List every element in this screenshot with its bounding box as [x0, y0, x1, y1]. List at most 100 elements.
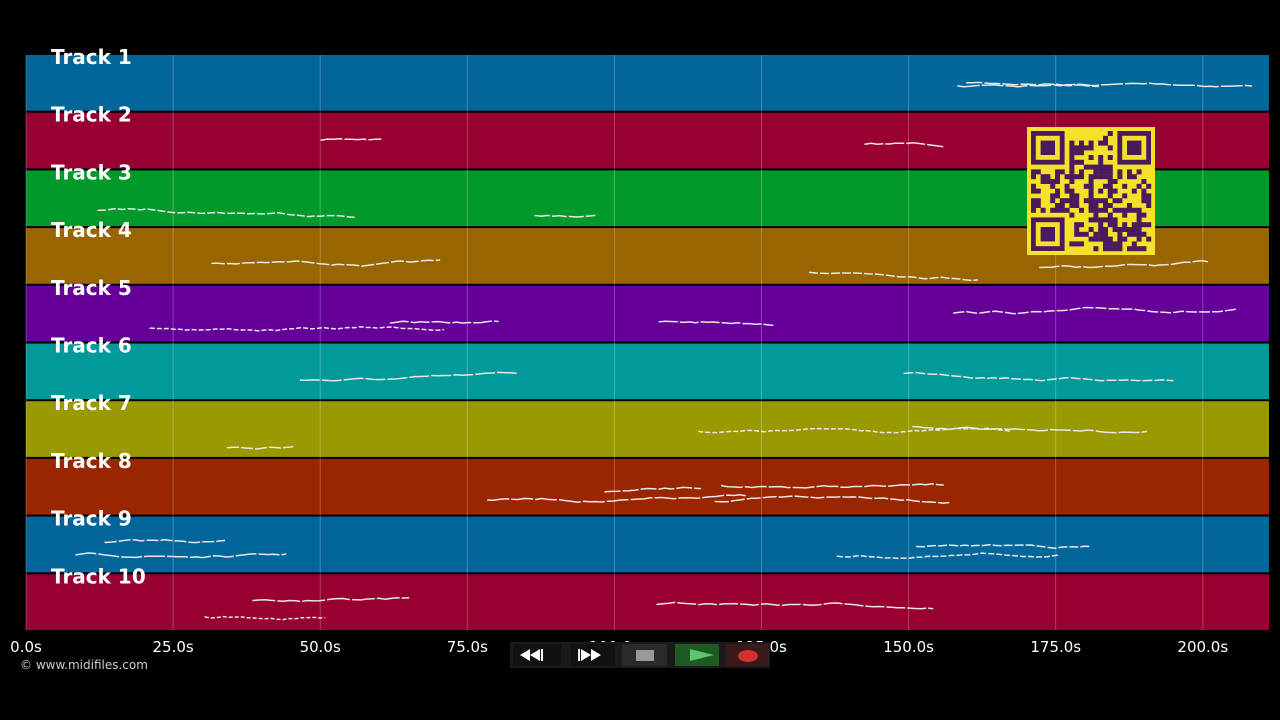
qr-module	[1088, 183, 1094, 189]
note-run	[953, 306, 1236, 315]
qr-module	[1079, 145, 1084, 151]
qr-module	[1074, 222, 1080, 228]
stop-button[interactable]	[622, 644, 667, 666]
qr-module	[1069, 198, 1075, 204]
rewind-button[interactable]	[513, 644, 561, 666]
qr-module	[1069, 241, 1075, 247]
qr-module	[1069, 159, 1075, 165]
note-run	[75, 552, 287, 559]
qr-module	[1107, 193, 1113, 199]
qr-module	[1103, 203, 1108, 208]
qr-module	[1107, 241, 1113, 247]
qr-module	[1103, 217, 1108, 223]
qr-module	[1074, 145, 1080, 151]
qr-module	[1103, 241, 1108, 247]
qr-module	[1098, 236, 1104, 242]
qr-module	[1079, 159, 1084, 165]
qr-module	[1107, 222, 1113, 228]
qr-module	[1146, 236, 1152, 242]
qr-module	[1055, 193, 1060, 199]
qr-module	[1031, 188, 1036, 194]
qr-module	[1083, 231, 1089, 237]
qr-module	[1093, 246, 1099, 252]
qr-module	[1122, 236, 1128, 242]
qr-module	[1098, 231, 1104, 237]
play-button[interactable]	[675, 644, 719, 666]
qr-module	[1107, 246, 1113, 252]
qr-module	[1107, 188, 1113, 194]
qr-module	[1069, 193, 1075, 199]
qr-module	[1088, 203, 1094, 208]
qr-module	[1088, 140, 1094, 146]
qr-module	[1122, 227, 1128, 232]
qr-module	[1050, 198, 1056, 204]
forward-button[interactable]	[571, 644, 615, 666]
qr-module	[1074, 241, 1080, 247]
qr-module	[1141, 179, 1147, 184]
qr-module	[1136, 207, 1142, 213]
qr-module	[1117, 207, 1123, 213]
qr-module	[1103, 227, 1108, 232]
qr-module	[1112, 217, 1118, 223]
qr-module	[1103, 207, 1108, 213]
qr-module	[1146, 222, 1152, 228]
record-button[interactable]	[726, 644, 769, 666]
qr-module	[1146, 198, 1152, 204]
qr-module	[1050, 179, 1056, 184]
qr-module	[1136, 217, 1142, 223]
qr-module	[1074, 174, 1080, 180]
track-label: Track 10	[51, 564, 146, 588]
qr-module	[1069, 164, 1075, 170]
qr-module	[1074, 227, 1080, 232]
tick-label: 75.0s	[447, 638, 488, 656]
tick-label: 200.0s	[1177, 638, 1228, 656]
stop-icon	[636, 650, 654, 661]
track-label: Track 8	[51, 449, 132, 473]
qr-module	[1098, 164, 1104, 170]
qr-module	[1107, 174, 1113, 180]
qr-module	[1122, 183, 1128, 189]
note-run	[714, 495, 950, 504]
qr-module	[1069, 169, 1075, 175]
qr-module	[1088, 217, 1094, 223]
qr-module	[1141, 188, 1147, 194]
qr-module	[1088, 198, 1094, 204]
qr-module	[1035, 169, 1041, 175]
qr-module	[1098, 198, 1104, 204]
note-run	[211, 259, 441, 267]
qr-module	[1050, 193, 1056, 199]
qr-module	[1093, 212, 1099, 218]
qr-module	[1117, 198, 1123, 204]
qr-module	[1141, 222, 1147, 228]
qr-module	[1093, 164, 1099, 170]
qr-module	[1103, 169, 1108, 175]
qr-module	[1083, 145, 1089, 151]
qr-module	[1098, 174, 1104, 180]
qr-module	[1136, 227, 1142, 232]
qr-module	[1112, 246, 1118, 252]
qr-module	[1122, 222, 1128, 228]
tick-label: 50.0s	[300, 638, 341, 656]
qr-module	[1031, 207, 1036, 213]
track-label: Track 3	[51, 160, 132, 184]
qr-module	[1074, 193, 1080, 199]
qr-module	[1112, 227, 1118, 232]
qr-module	[1088, 174, 1094, 180]
qr-module	[1112, 222, 1118, 228]
qr-module	[1055, 207, 1060, 213]
qr-module	[1083, 164, 1089, 170]
qr-module	[1117, 246, 1123, 252]
rewind-icon	[520, 649, 540, 661]
note-run	[915, 543, 1091, 549]
qr-module	[1093, 231, 1099, 237]
qr-module	[1117, 241, 1123, 247]
note-run	[487, 494, 746, 503]
qr-module	[1127, 231, 1132, 237]
qr-finder	[1127, 140, 1142, 155]
qr-module	[1131, 188, 1137, 194]
track-band	[26, 458, 1269, 515]
qr-module	[1088, 193, 1094, 199]
qr-module	[1117, 169, 1123, 175]
qr-module	[1069, 203, 1075, 208]
